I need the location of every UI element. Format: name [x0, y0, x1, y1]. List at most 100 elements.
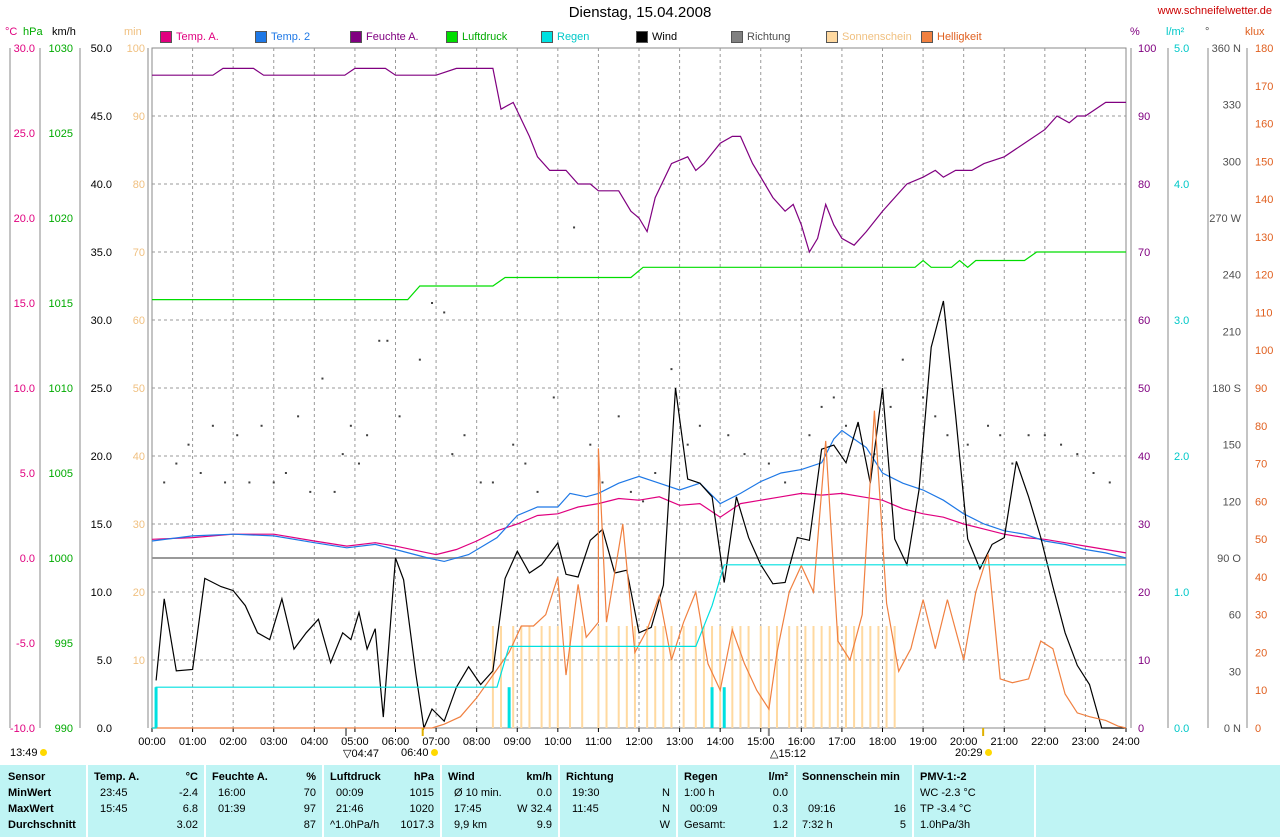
- stats-sun-title: Sonnenschein min: [802, 771, 900, 783]
- klux-tick-label: 80: [1255, 421, 1267, 433]
- stats-sun-avg: 5: [899, 819, 906, 831]
- direction-point: [654, 472, 657, 474]
- legend-swatch: [731, 31, 743, 43]
- stats-press-max-time: 21:46: [336, 803, 364, 815]
- stats-pmv-column: PMV-1:-2 WC -2.3 °C TP -3.4 °C 1.0hPa/3h: [914, 765, 1034, 837]
- direction-point: [536, 490, 539, 493]
- klux-tick-label: 60: [1255, 496, 1267, 508]
- direction-point: [987, 424, 990, 427]
- sun-tick-label: 40: [133, 451, 145, 463]
- direction-point: [187, 443, 190, 446]
- stats-wind-min-time: Ø 10 min.: [454, 787, 502, 799]
- sun-tick-label: 20: [133, 587, 145, 599]
- direction-point: [163, 481, 166, 484]
- stats-wind-distance: 9,9 km: [454, 819, 488, 831]
- stats-row-avg: Durchschnitt: [8, 819, 76, 831]
- klux-tick-label: 0: [1255, 723, 1261, 735]
- statistics-panel: Sensor MinWert MaxWert Durchschnitt Temp…: [0, 765, 1280, 837]
- wind-tick-label: 0.0: [97, 723, 112, 735]
- legend-swatch: [636, 31, 648, 43]
- klux-tick-label: 70: [1255, 459, 1267, 471]
- stats-hum-min-time: 16:00: [218, 787, 246, 799]
- moonrise-label: △15:12: [770, 748, 806, 760]
- dir-tick-label: 330: [1223, 100, 1241, 112]
- direction-point: [901, 358, 904, 361]
- stats-hum-avg: 87: [303, 819, 316, 831]
- x-tick-label: 17:00: [828, 736, 856, 748]
- hum-tick-label: 30: [1138, 519, 1150, 531]
- temp-tick-label: 25.0: [14, 128, 35, 140]
- direction-point: [999, 434, 1002, 437]
- stats-temp-max: 6.8: [182, 803, 198, 815]
- sun-icon: [984, 749, 992, 756]
- legend-item: Regen: [541, 31, 589, 43]
- direction-point: [297, 415, 300, 418]
- legend-swatch: [255, 31, 267, 43]
- stats-sun-total: 7:32 h: [802, 819, 833, 831]
- stats-row-max: MaxWert: [8, 803, 54, 815]
- x-tick-label: 07:00: [422, 736, 450, 748]
- direction-point: [642, 500, 645, 503]
- wind-tick-label: 45.0: [91, 111, 112, 123]
- direction-point: [966, 443, 969, 446]
- direction-point: [309, 490, 312, 493]
- x-tick-label: 02:00: [219, 736, 247, 748]
- stats-temp-avg: 3.02: [176, 819, 198, 831]
- sunset-label: 20:29: [955, 747, 992, 759]
- series-line-luftdruck: [152, 251, 1126, 301]
- dir-tick-label: 0 N: [1224, 723, 1241, 735]
- press-unit-label: hPa: [23, 26, 43, 38]
- temp-tick-label: -10.0: [10, 723, 35, 735]
- stats-hum-max: 97: [303, 803, 316, 815]
- legend-label: Wind: [652, 31, 678, 43]
- hum-tick-label: 20: [1138, 587, 1150, 599]
- wind-tick-label: 20.0: [91, 451, 112, 463]
- dir-tick-label: 180 S: [1212, 383, 1241, 395]
- stats-hum-column: Feuchte A.% 16:00 70 01:39 97 87: [206, 765, 322, 837]
- x-tick-label: 03:00: [260, 736, 288, 748]
- wind-tick-label: 50.0: [91, 43, 112, 55]
- press-tick-label: 1020: [49, 213, 73, 225]
- site-url-link[interactable]: www.schneifelwetter.de: [1157, 5, 1272, 17]
- direction-point: [321, 377, 324, 380]
- legend-swatch: [921, 31, 933, 43]
- direction-point: [784, 481, 787, 484]
- x-tick-label: 13:00: [666, 736, 694, 748]
- stats-press-min: 1015: [409, 787, 434, 799]
- stats-rain-column: Regen l/m² 1:00 h 0.0 00:09 0.3 Gesamt: 1.2: [678, 765, 794, 837]
- direction-point: [767, 462, 770, 465]
- x-tick-label: 16:00: [788, 736, 816, 748]
- series-line-regen: [152, 564, 1126, 729]
- series-line-temp-2: [151, 429, 1127, 563]
- stats-press-title: Luftdruck: [330, 771, 381, 783]
- legend-item: Richtung: [731, 31, 790, 43]
- direction-point: [175, 462, 178, 465]
- stats-wind-max: W 32.4: [517, 803, 552, 815]
- stats-rain-max: 0.3: [772, 803, 788, 815]
- stats-row-min: MinWert: [8, 787, 52, 799]
- stats-wind-min: 0.0: [536, 787, 552, 799]
- hum-tick-label: 70: [1138, 247, 1150, 259]
- direction-point: [922, 396, 925, 399]
- sun-tick-label: 90: [133, 111, 145, 123]
- stats-press-column: Luftdruck hPa 00:09 1015 21:46 1020 ^1.0hPa…: [324, 765, 440, 837]
- stats-dir-max-time: 11:45: [572, 803, 599, 815]
- temp-tick-label: 5.0: [20, 468, 35, 480]
- rain-tick-label: 1.0: [1174, 587, 1189, 599]
- direction-point: [418, 358, 421, 361]
- x-tick-label: 22:00: [1031, 736, 1059, 748]
- dir-tick-label: 240: [1223, 270, 1241, 282]
- hum-tick-label: 90: [1138, 111, 1150, 123]
- x-tick-label: 10:00: [544, 736, 572, 748]
- legend-label: Luftdruck: [462, 31, 508, 43]
- stats-wind-column: Wind km/h Ø 10 min. 0.0 17:45 W 32.4 9,9 km…: [442, 765, 558, 837]
- direction-point: [491, 481, 494, 484]
- dir-tick-label: 360 N: [1212, 43, 1241, 55]
- x-tick-label: 15:00: [747, 736, 775, 748]
- stats-dir-title: Richtung: [566, 771, 614, 783]
- stats-temp-column: Temp. A. °C 23:45 -2.4 15:45 6.8 3.02: [88, 765, 204, 837]
- direction-point: [431, 302, 434, 304]
- sun-tick-label: 30: [133, 519, 145, 531]
- x-tick-label: 12:00: [625, 736, 653, 748]
- legend-label: Helligkeit: [937, 31, 982, 43]
